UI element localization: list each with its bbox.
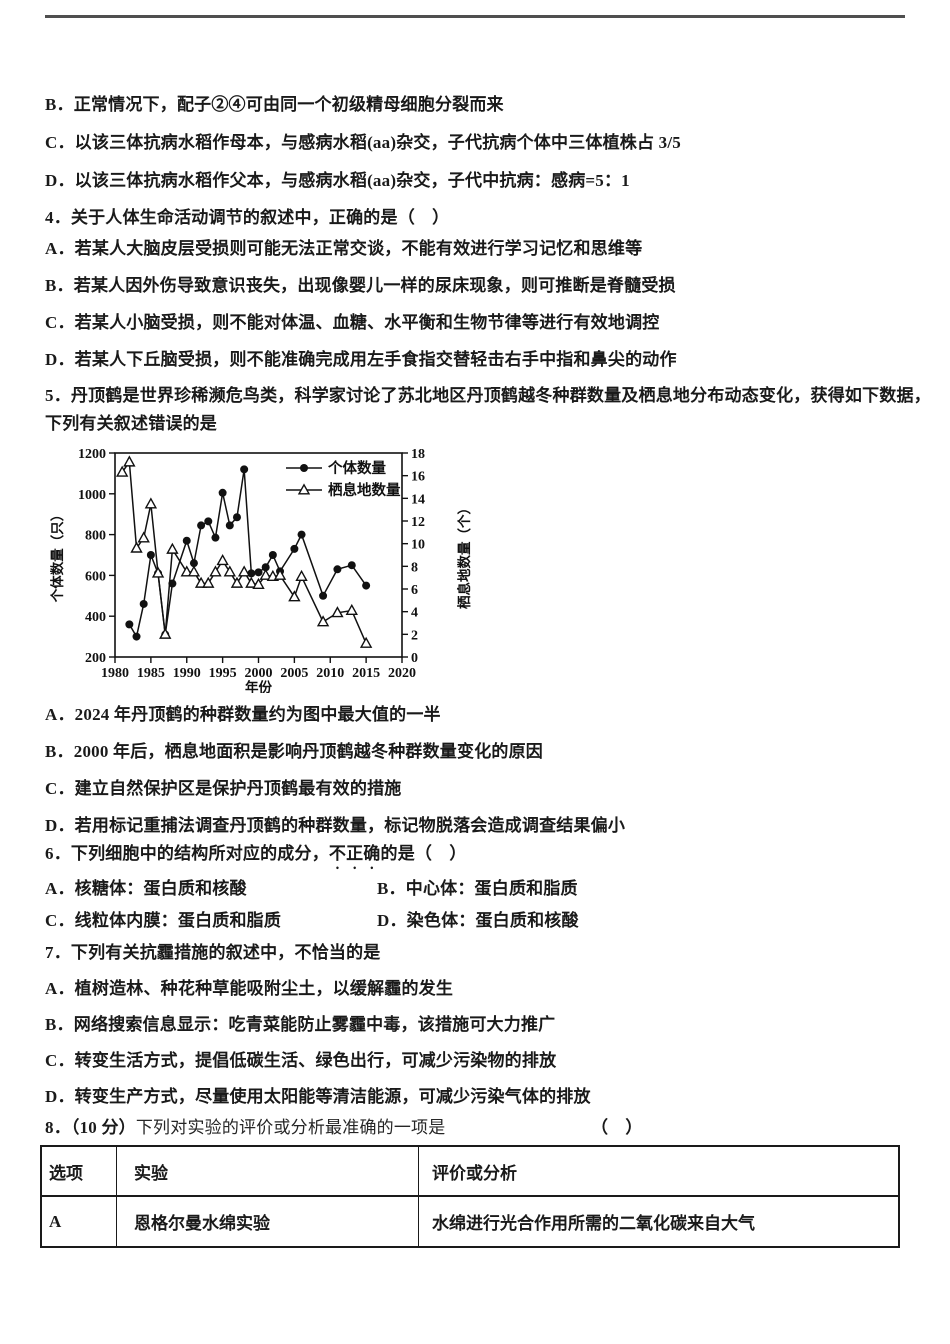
svg-text:年份: 年份 [245,679,272,693]
svg-text:1200: 1200 [78,447,106,462]
q8-table-header-row: 选项 实验 评价或分析 [40,1145,900,1197]
q5-stem-line1: 5．丹顶鹤是世界珍稀濒危鸟类，科学家讨论了苏北地区丹顶鹤越冬种群数量及栖息地分布… [45,386,931,405]
svg-text:2: 2 [411,628,418,643]
q7-option-b: B．网络搜索信息显示：吃青菜能防止雾霾中毒，该措施可大力推广 [45,1015,556,1034]
svg-text:2020: 2020 [388,666,416,681]
q6-stem-emphasis: 不正确 [328,844,381,863]
q6-stem-post: 的是（ ） [380,844,467,863]
svg-text:2010: 2010 [316,666,344,681]
svg-text:2015: 2015 [352,666,380,681]
q5-stem-line2: 下列有关叙述错误的是 [45,414,217,433]
svg-text:个体数量（只）: 个体数量（只） [49,508,65,604]
q8-stem: 8．（10 分）下列对实验的评价或分析最准确的一项是 （ ） [45,1116,925,1140]
q6-option-d: D．染色体：蛋白质和核酸 [377,911,579,930]
svg-text:12: 12 [411,515,425,530]
q8-answer-bracket: （ ） [591,1118,643,1137]
svg-text:10: 10 [411,538,425,553]
svg-text:2000: 2000 [245,666,273,681]
q5-option-d: D．若用标记重捕法调查丹顶鹤的种群数量，标记物脱落会造成调查结果偏小 [45,816,626,835]
svg-text:4: 4 [411,606,418,621]
q4-option-a: A．若某人大脑皮层受损则可能无法正常交谈，不能有效进行学习记忆和思维等 [45,239,643,258]
svg-text:14: 14 [411,492,425,507]
svg-text:16: 16 [411,470,425,485]
svg-text:600: 600 [85,569,106,584]
q5-population-habitat-line-chart: 200 400 600 800 1000 1200 0 2 4 6 8 10 12 14 16 18 1980 1… [48,438,478,695]
svg-text:1990: 1990 [173,666,201,681]
q8-stem-prefix: 8．（10 分） [45,1118,136,1137]
q6-option-a: A．核糖体：蛋白质和核酸 [45,879,247,898]
q8-row-a-option: A [40,1195,117,1248]
svg-text:0: 0 [411,651,418,666]
svg-text:1980: 1980 [101,666,129,681]
svg-text:18: 18 [411,447,425,462]
q6-stem-pre: 6．下列细胞中的结构所对应的成分， [45,844,329,863]
q8-table-row-a: A 恩格尔曼水绵实验 水绵进行光合作用所需的二氧化碳来自大气 [40,1195,900,1248]
svg-text:400: 400 [85,610,106,625]
q7-option-d: D．转变生产方式，尽量使用太阳能等清洁能源，可减少污染气体的排放 [45,1087,591,1106]
q4-stem: 4．关于人体生命活动调节的叙述中，正确的是（ ） [45,208,450,227]
svg-text:1000: 1000 [78,488,106,503]
q8-row-a-experiment: 恩格尔曼水绵实验 [116,1195,419,1248]
top-horizontal-rule [45,15,905,18]
q5-option-a: A．2024 年丹顶鹤的种群数量约为图中最大值的一半 [45,705,441,724]
q3-option-b: B．正常情况下，配子②④可由同一个初级精母细胞分裂而来 [45,95,504,114]
q8-table: 选项 实验 评价或分析 A 恩格尔曼水绵实验 水绵进行光合作用所需的二氧化碳来自… [40,1145,900,1248]
svg-text:2005: 2005 [280,666,308,681]
svg-text:栖息地数量: 栖息地数量 [328,481,401,499]
svg-text:6: 6 [411,583,418,598]
svg-text:栖息地数量（个）: 栖息地数量（个） [456,501,472,609]
svg-text:8: 8 [411,560,418,575]
q6-option-c: C．线粒体内膜：蛋白质和脂质 [45,911,282,930]
q3-option-c: C．以该三体抗病水稻作母本，与感病水稻(aa)杂交，子代抗病个体中三体植株占 3… [45,133,681,152]
q8-table-header-analysis: 评价或分析 [418,1145,900,1197]
q7-option-a: A．植树造林、种花种草能吸附尘土，以缓解霾的发生 [45,979,454,998]
q7-stem: 7．下列有关抗霾措施的叙述中，不恰当的是 [45,943,381,962]
q7-option-c: C．转变生活方式，提倡低碳生活、绿色出行，可减少污染物的排放 [45,1051,557,1070]
q5-option-b: B．2000 年后，栖息地面积是影响丹顶鹤越冬种群数量变化的原因 [45,742,543,761]
q8-table-header-experiment: 实验 [116,1145,419,1197]
q3-option-d: D．以该三体抗病水稻作父本，与感病水稻(aa)杂交，子代中抗病：感病=5：1 [45,171,630,190]
q6-stem: 6．下列细胞中的结构所对应的成分，不正确的是（ ） [45,842,467,873]
svg-text:800: 800 [85,529,106,544]
q5-option-c: C．建立自然保护区是保护丹顶鹤最有效的措施 [45,779,402,798]
svg-text:个体数量: 个体数量 [327,459,386,477]
q4-option-d: D．若某人下丘脑受损，则不能准确完成用左手食指交替轻击右手中指和鼻尖的动作 [45,350,677,369]
svg-text:1985: 1985 [137,666,165,681]
q8-stem-text: 下列对实验的评价或分析最准确的一项是 [135,1118,446,1137]
q4-option-b: B．若某人因外伤导致意识丧失，出现像婴儿一样的尿床现象，则可推断是脊髓受损 [45,276,676,295]
svg-text:1995: 1995 [209,666,237,681]
q8-row-a-analysis: 水绵进行光合作用所需的二氧化碳来自大气 [418,1195,900,1248]
q8-table-header-option: 选项 [40,1145,117,1197]
q6-option-b: B．中心体：蛋白质和脂质 [377,879,578,898]
q4-option-c: C．若某人小脑受损，则不能对体温、血糖、水平衡和生物节律等进行有效地调控 [45,313,660,332]
svg-text:200: 200 [85,651,106,666]
